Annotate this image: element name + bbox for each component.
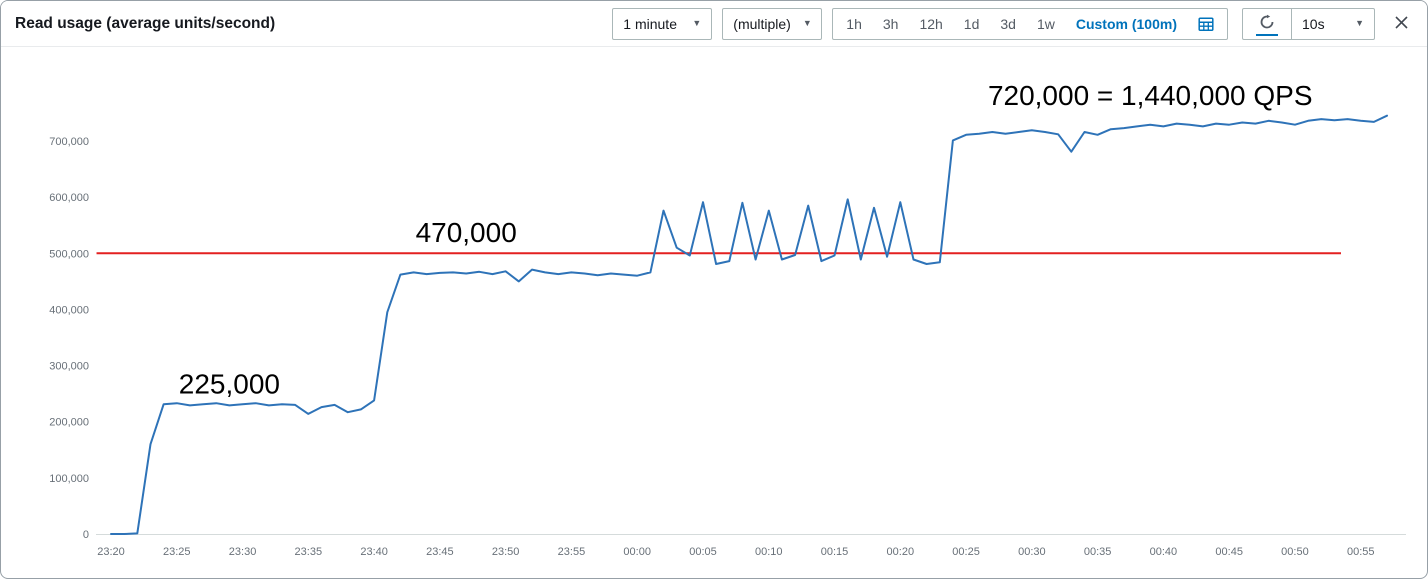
chart-controls: 1 minute ▼ (multiple) ▼ 1h 3h 12h 1d 3d … — [612, 7, 1415, 40]
x-axis-label: 00:45 — [1215, 546, 1243, 558]
statistic-dropdown-value: (multiple) — [733, 15, 791, 32]
refresh-controls: 10s ▼ — [1242, 7, 1375, 40]
x-axis-label: 00:15 — [821, 546, 849, 558]
refresh-button[interactable] — [1242, 7, 1292, 40]
time-range-3h[interactable]: 3h — [882, 15, 899, 32]
x-axis-label: 23:30 — [229, 546, 257, 558]
time-range-1h[interactable]: 1h — [846, 15, 862, 32]
x-axis-label: 23:25 — [163, 546, 191, 558]
x-axis-label: 00:00 — [623, 546, 651, 558]
calendar-icon[interactable] — [1198, 16, 1214, 32]
time-range-3d[interactable]: 3d — [1000, 15, 1016, 32]
chart-area[interactable]: 0 100,000 200,000 300,000 400,000 500,000 600,… — [1, 47, 1428, 579]
x-axis-label: 23:20 — [97, 546, 125, 558]
y-axis-label: 100,000 — [49, 473, 89, 485]
close-icon — [1394, 15, 1409, 33]
chart-annotation: 470,000 — [416, 217, 517, 248]
y-axis-label: 500,000 — [49, 248, 89, 260]
chart-annotation: 225,000 — [179, 369, 280, 400]
x-axis-label: 00:20 — [887, 546, 915, 558]
y-axis-label: 0 — [83, 529, 89, 541]
x-axis-label: 23:40 — [360, 546, 388, 558]
x-axis-label: 00:55 — [1347, 546, 1375, 558]
x-axis-label: 00:10 — [755, 546, 783, 558]
chart-annotation: 720,000 = 1,440,000 QPS — [988, 80, 1313, 111]
period-dropdown[interactable]: 1 minute ▼ — [612, 7, 713, 40]
chart-title: Read usage (average units/second) — [15, 14, 276, 32]
y-axis-label: 200,000 — [49, 417, 89, 429]
time-range-1d[interactable]: 1d — [963, 15, 980, 32]
x-axis-label: 00:25 — [952, 546, 980, 558]
statistic-dropdown[interactable]: (multiple) ▼ — [722, 7, 823, 40]
y-axis-label: 400,000 — [49, 304, 89, 316]
x-axis-label: 00:40 — [1150, 546, 1178, 558]
x-axis-label: 23:35 — [295, 546, 323, 558]
x-axis-label: 00:50 — [1281, 546, 1309, 558]
auto-refresh-interval-value: 10s — [1302, 15, 1325, 32]
time-range-1w[interactable]: 1w — [1036, 15, 1055, 32]
refresh-icon — [1258, 13, 1276, 34]
x-axis-label: 23:45 — [426, 546, 454, 558]
chevron-down-icon: ▼ — [692, 18, 702, 28]
auto-refresh-interval-dropdown[interactable]: 10s ▼ — [1291, 7, 1375, 40]
y-axis-label: 700,000 — [49, 136, 89, 148]
usage-chart[interactable]: 0 100,000 200,000 300,000 400,000 500,000 600,… — [1, 47, 1428, 579]
time-range-group: 1h 3h 12h 1d 3d 1w Custom (100m) — [832, 7, 1228, 40]
y-axis-label: 300,000 — [49, 361, 89, 373]
y-axis-label: 600,000 — [49, 192, 89, 204]
consumed-capacity-line — [110, 114, 1388, 535]
x-axis-label: 00:35 — [1084, 546, 1112, 558]
chart-header: Read usage (average units/second) 1 minu… — [1, 1, 1427, 47]
chevron-down-icon: ▼ — [1355, 18, 1364, 28]
close-button[interactable] — [1387, 10, 1415, 38]
x-axis-label: 00:05 — [689, 546, 717, 558]
x-axis-label: 00:30 — [1018, 546, 1046, 558]
x-axis-label: 23:55 — [558, 546, 586, 558]
x-axis-label: 23:50 — [492, 546, 520, 558]
chevron-down-icon: ▼ — [802, 18, 812, 28]
time-range-12h[interactable]: 12h — [919, 15, 943, 32]
custom-time-range-link[interactable]: Custom (100m) — [1075, 15, 1177, 32]
period-dropdown-value: 1 minute — [623, 15, 677, 32]
